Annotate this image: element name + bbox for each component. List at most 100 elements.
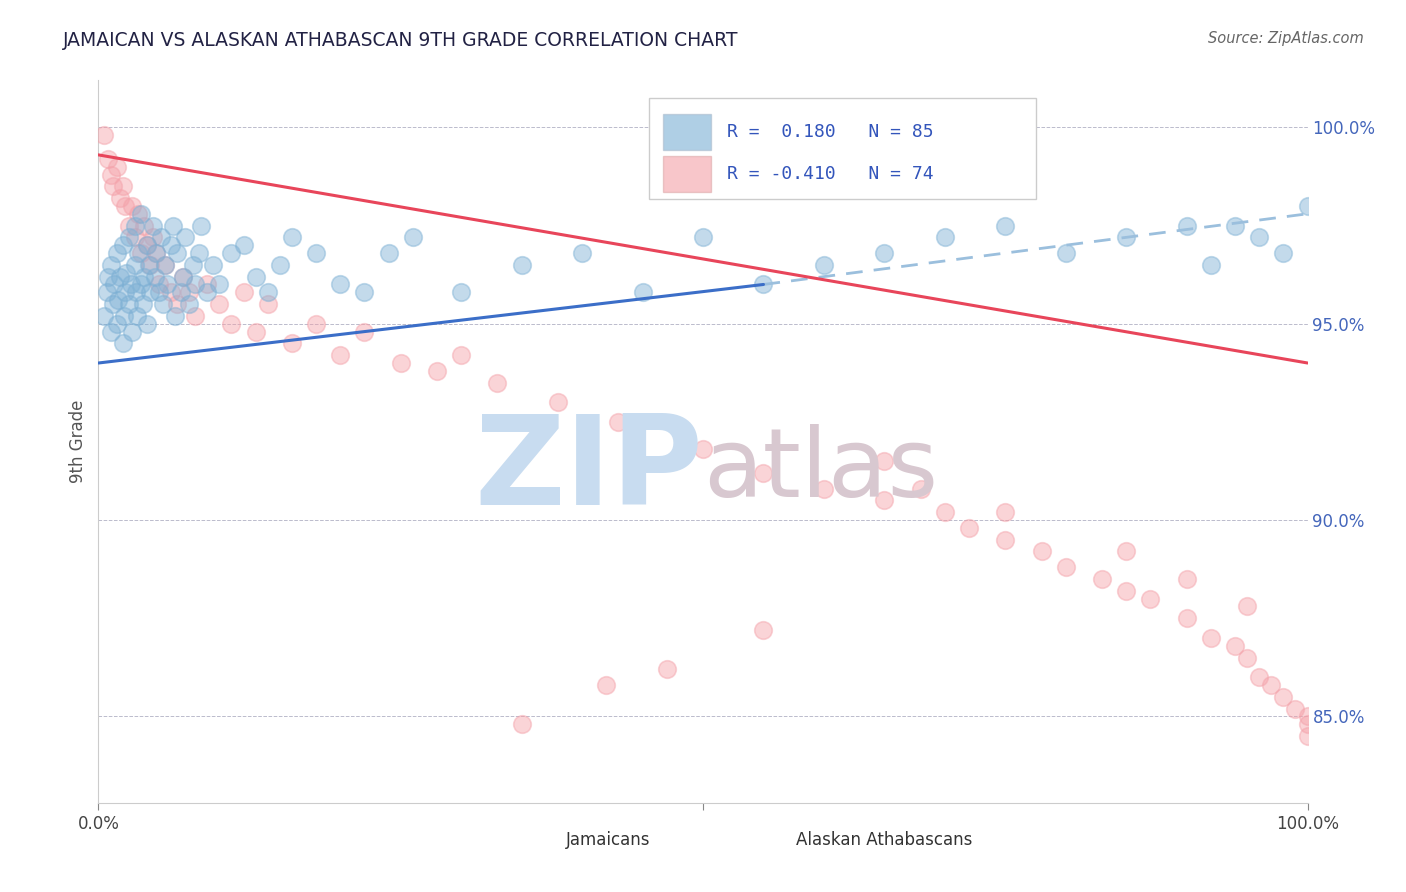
- Point: [1272, 246, 1295, 260]
- Point: [1199, 631, 1222, 645]
- Point: [172, 269, 194, 284]
- Point: [329, 277, 352, 292]
- Point: [1175, 572, 1198, 586]
- Point: [389, 356, 412, 370]
- Point: [353, 325, 375, 339]
- Point: [97, 152, 120, 166]
- Point: [1249, 670, 1271, 684]
- Text: atlas: atlas: [703, 424, 938, 517]
- Point: [221, 317, 243, 331]
- Point: [127, 246, 149, 260]
- Point: [873, 246, 896, 260]
- Point: [125, 285, 148, 300]
- Point: [166, 246, 188, 260]
- Point: [148, 277, 170, 292]
- Point: [129, 277, 152, 292]
- Point: [139, 285, 162, 300]
- Point: [152, 297, 174, 311]
- Point: [1139, 591, 1161, 606]
- Point: [245, 269, 267, 284]
- Point: [450, 348, 472, 362]
- Point: [93, 128, 115, 143]
- Point: [129, 246, 152, 260]
- Point: [692, 442, 714, 457]
- Point: [169, 285, 191, 300]
- Bar: [664, 114, 711, 151]
- Point: [547, 395, 569, 409]
- Point: [115, 266, 138, 280]
- Point: [134, 269, 156, 284]
- Point: [160, 238, 183, 252]
- Point: [752, 466, 775, 480]
- Point: [1236, 599, 1258, 614]
- Point: [1296, 709, 1319, 723]
- Point: [752, 277, 775, 292]
- Point: [1115, 230, 1137, 244]
- Point: [1054, 246, 1077, 260]
- Point: [813, 258, 835, 272]
- Y-axis label: 9th Grade: 9th Grade: [69, 400, 87, 483]
- Text: R =  0.180   N = 85: R = 0.180 N = 85: [727, 123, 934, 141]
- Point: [195, 285, 218, 300]
- Point: [281, 336, 304, 351]
- Point: [111, 336, 134, 351]
- Point: [450, 285, 472, 300]
- Point: [174, 230, 197, 244]
- Point: [121, 325, 143, 339]
- Point: [114, 199, 136, 213]
- Point: [1284, 701, 1306, 715]
- Point: [208, 277, 231, 292]
- Point: [305, 317, 328, 331]
- Point: [486, 376, 509, 390]
- Point: [256, 297, 278, 311]
- Point: [163, 309, 186, 323]
- Point: [752, 623, 775, 637]
- Point: [1272, 690, 1295, 704]
- Point: [934, 230, 956, 244]
- Point: [121, 199, 143, 213]
- Point: [1091, 572, 1114, 586]
- Point: [208, 297, 231, 311]
- Point: [190, 219, 212, 233]
- Point: [145, 246, 167, 260]
- Point: [134, 219, 156, 233]
- Point: [910, 482, 932, 496]
- Bar: [664, 156, 711, 193]
- Point: [114, 285, 136, 300]
- Point: [105, 317, 128, 331]
- Point: [97, 269, 120, 284]
- Point: [232, 238, 254, 252]
- Point: [143, 269, 166, 284]
- Point: [595, 678, 617, 692]
- Point: [305, 246, 328, 260]
- Point: [1115, 544, 1137, 558]
- Point: [232, 285, 254, 300]
- Point: [127, 207, 149, 221]
- Text: ZIP: ZIP: [474, 410, 703, 531]
- Point: [1199, 258, 1222, 272]
- Point: [184, 277, 207, 292]
- Point: [187, 246, 209, 260]
- Point: [135, 317, 157, 331]
- Point: [118, 230, 141, 244]
- Point: [101, 297, 124, 311]
- Point: [179, 285, 201, 300]
- Point: [256, 285, 278, 300]
- Point: [153, 258, 176, 272]
- Point: [153, 258, 176, 272]
- Point: [281, 230, 304, 244]
- Point: [111, 179, 134, 194]
- Point: [873, 454, 896, 468]
- Point: [426, 364, 449, 378]
- Point: [245, 325, 267, 339]
- Point: [994, 219, 1017, 233]
- FancyBboxPatch shape: [648, 98, 1035, 200]
- Point: [655, 662, 678, 676]
- Point: [124, 230, 146, 244]
- Point: [100, 168, 122, 182]
- Point: [1115, 583, 1137, 598]
- Point: [1260, 678, 1282, 692]
- Point: [1296, 717, 1319, 731]
- Point: [142, 219, 165, 233]
- Point: [402, 230, 425, 244]
